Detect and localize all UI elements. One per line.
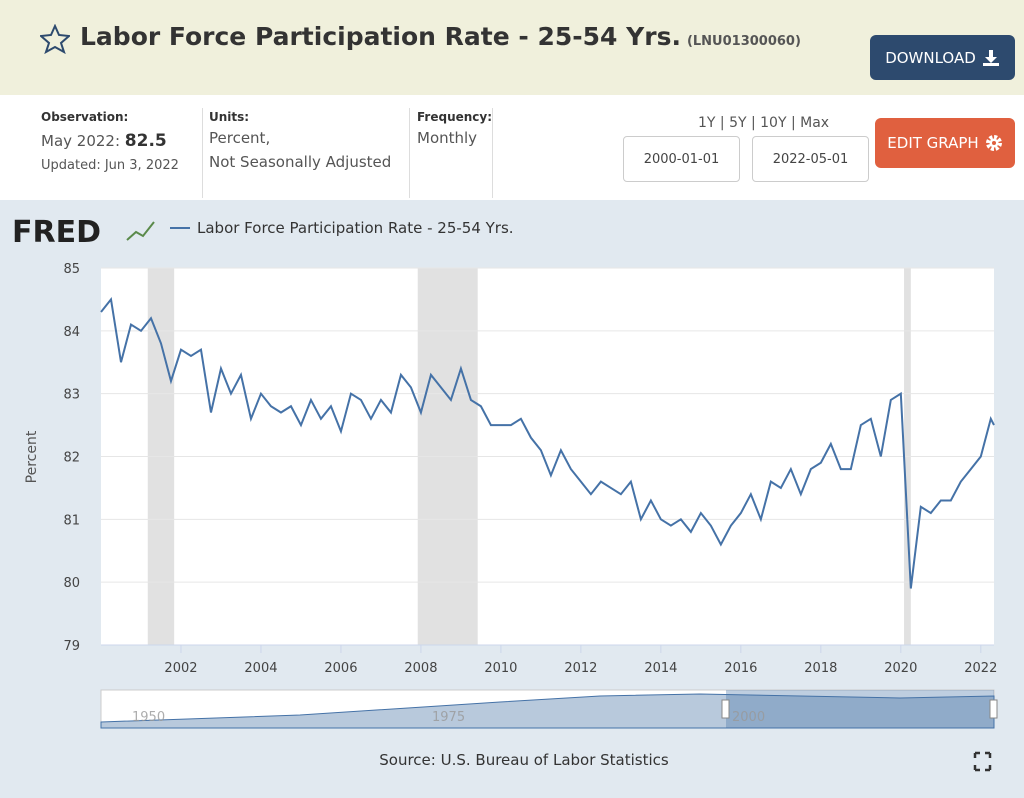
x-tick-label: 2004 bbox=[244, 661, 277, 676]
observation-value: 82.5 bbox=[124, 131, 167, 151]
navigator-label: 1950 bbox=[132, 710, 165, 725]
navigator-handle[interactable] bbox=[989, 699, 998, 719]
x-tick-label: 2022 bbox=[964, 661, 997, 676]
x-tick-label: 2020 bbox=[884, 661, 917, 676]
download-button[interactable]: DOWNLOAD bbox=[870, 35, 1015, 80]
x-tick-label: 2008 bbox=[404, 661, 437, 676]
navigator-handle[interactable] bbox=[721, 699, 730, 719]
star-icon[interactable] bbox=[40, 24, 70, 54]
y-tick-label: 79 bbox=[63, 639, 80, 654]
observation: May 2022: 82.5 bbox=[41, 131, 167, 151]
fred-logo: FRED bbox=[12, 215, 101, 250]
y-tick-label: 80 bbox=[63, 576, 80, 591]
frequency-label: Frequency: bbox=[417, 110, 493, 124]
x-tick-label: 2002 bbox=[164, 661, 197, 676]
download-icon bbox=[982, 49, 999, 66]
edit-graph-button[interactable]: EDIT GRAPH bbox=[875, 118, 1015, 168]
x-tick-label: 2014 bbox=[644, 661, 677, 676]
units-label: Units: bbox=[209, 110, 250, 124]
x-tick-label: 2016 bbox=[724, 661, 757, 676]
fullscreen-icon[interactable] bbox=[973, 751, 992, 772]
y-tick-label: 84 bbox=[63, 325, 80, 340]
observation-label: Observation: bbox=[41, 110, 129, 124]
frequency: Monthly bbox=[417, 129, 478, 147]
x-tick-label: 2018 bbox=[804, 661, 837, 676]
gear-icon bbox=[985, 135, 1002, 151]
range-selector[interactable]: 1Y | 5Y | 10Y | Max bbox=[698, 115, 830, 131]
series-id: (LNU01300060) bbox=[686, 34, 801, 49]
navigator-label: 2000 bbox=[732, 710, 765, 725]
source: Source: U.S. Bureau of Labor Statistics bbox=[379, 751, 669, 769]
edit-label: EDIT GRAPH bbox=[887, 134, 979, 152]
navigator-label: 1975 bbox=[432, 710, 465, 725]
y-axis-label: Percent bbox=[24, 430, 40, 483]
y-tick-label: 81 bbox=[63, 513, 80, 528]
x-tick-label: 2010 bbox=[484, 661, 517, 676]
navigator-window[interactable] bbox=[726, 690, 994, 728]
updated: Updated: Jun 3, 2022 bbox=[41, 158, 179, 173]
navigator-area bbox=[100, 693, 995, 729]
x-tick-label: 2006 bbox=[324, 661, 357, 676]
title-text: Labor Force Participation Rate - 25-54 Y… bbox=[80, 22, 681, 51]
y-tick-label: 82 bbox=[63, 451, 80, 466]
x-tick-label: 2012 bbox=[564, 661, 597, 676]
header-band bbox=[0, 0, 1024, 95]
legend-label: Labor Force Participation Rate - 25-54 Y… bbox=[197, 219, 514, 237]
observation-date: May 2022: bbox=[41, 132, 121, 150]
title: Labor Force Participation Rate - 25-54 Y… bbox=[80, 22, 801, 51]
units: Not Seasonally Adjusted bbox=[209, 153, 392, 171]
end-date[interactable]: 2022-05-01 bbox=[752, 136, 869, 182]
y-tick-label: 85 bbox=[63, 262, 80, 277]
start-date[interactable]: 2000-01-01 bbox=[623, 136, 740, 182]
y-tick-label: 83 bbox=[63, 388, 80, 403]
chart: FRED Labor Force Participation Rate - 25… bbox=[0, 200, 1024, 798]
series-line bbox=[100, 297, 995, 589]
download-label: DOWNLOAD bbox=[885, 48, 976, 67]
units: Percent, bbox=[209, 129, 271, 147]
